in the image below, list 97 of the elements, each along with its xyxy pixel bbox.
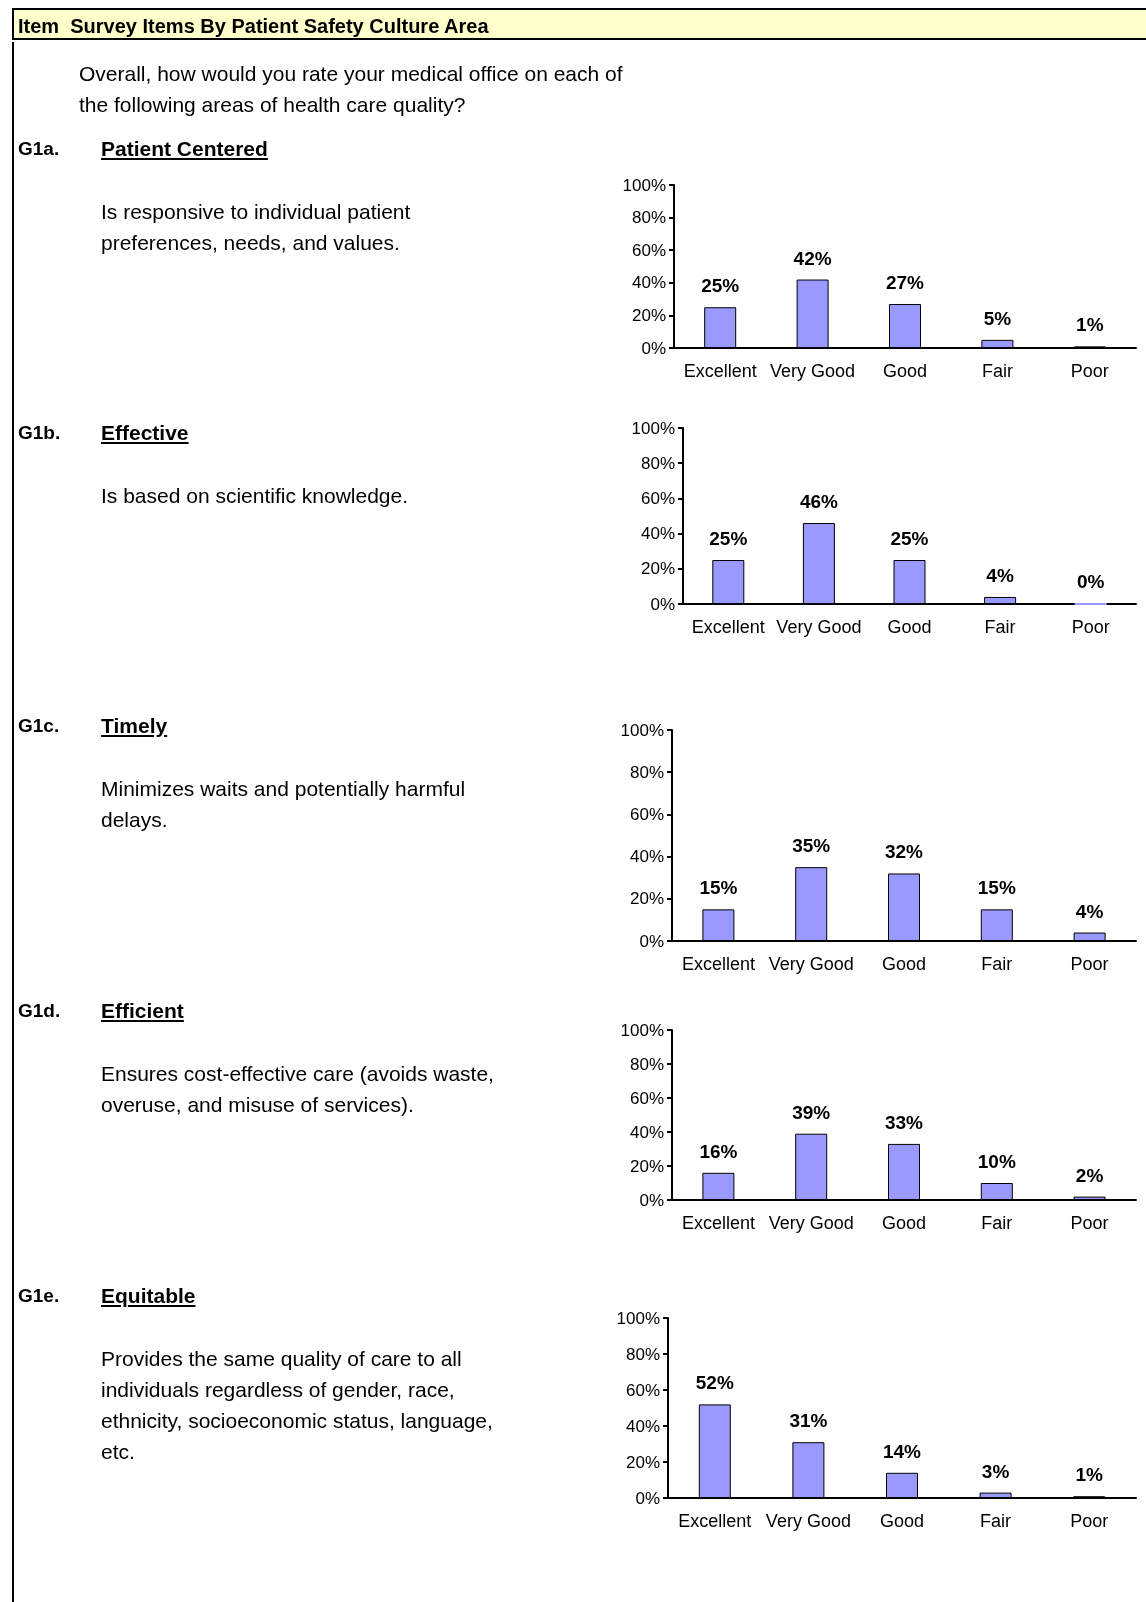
data-label: 16% — [699, 1140, 738, 1162]
text: Provides the same quality of care to all individuals regardless of gender, race, ethnicity, socioeconomic status, language, etc. — [101, 1346, 494, 1465]
data-label: 39% — [792, 1101, 831, 1123]
text: G1b. — [18, 422, 61, 444]
text: Patient Centered — [101, 137, 268, 161]
x-tick-label: Very Good — [768, 953, 854, 974]
y-tick-label: 0% — [639, 1190, 664, 1210]
data-label: 25% — [709, 528, 748, 549]
text: Item Survey Items By Patient Safety Culture Area — [12, 8, 1146, 40]
y-tick-label: 20% — [625, 1452, 660, 1472]
y-tick-label: 40% — [629, 1122, 664, 1142]
x-tick-label: Good — [882, 360, 928, 381]
y-tick-label: 80% — [631, 208, 666, 228]
data-label: 1% — [1075, 1464, 1104, 1486]
y-tick-label: 100% — [620, 720, 664, 740]
data-label: 27% — [885, 271, 925, 293]
data-label: 52% — [695, 1372, 734, 1394]
text: Timely — [101, 714, 168, 738]
data-label: 33% — [884, 1111, 924, 1133]
x-tick-label: Fair — [981, 953, 1013, 974]
y-tick-label: 100% — [616, 1308, 660, 1328]
x-tick-label: Poor — [1070, 1510, 1109, 1531]
data-label: 1% — [1076, 314, 1104, 336]
data-label: 32% — [884, 841, 924, 863]
data-label: 15% — [699, 877, 738, 899]
y-tick-label: 100% — [622, 175, 666, 195]
x-tick-label: Fair — [981, 360, 1013, 381]
text: G1d. — [18, 1000, 61, 1022]
x-tick-label: Good — [881, 953, 927, 974]
y-tick-label: 60% — [629, 1088, 664, 1108]
data-label: 42% — [793, 247, 832, 269]
y-tick-label: 80% — [640, 453, 675, 473]
text: Minimizes waits and potentially harmful delays. — [101, 776, 467, 833]
data-label: 4% — [1075, 900, 1104, 922]
y-tick-label: 0% — [635, 1488, 660, 1508]
data-label: 3% — [981, 1460, 1010, 1482]
y-tick-label: 20% — [629, 1156, 664, 1176]
x-tick-label: Poor — [1071, 616, 1110, 637]
data-label: 31% — [789, 1410, 828, 1432]
data-label: 15% — [977, 877, 1016, 899]
x-tick-label: Very Good — [765, 1510, 851, 1531]
y-tick-label: 20% — [631, 305, 666, 325]
text: Effective — [101, 421, 189, 445]
y-tick-label: 0% — [639, 931, 664, 951]
data-label: 5% — [983, 307, 1012, 329]
y-tick-label: 0% — [641, 338, 666, 358]
x-tick-label: Excellent — [681, 1212, 755, 1233]
y-tick-label: 60% — [629, 804, 664, 824]
data-label: 2% — [1075, 1164, 1104, 1186]
x-tick-label: Fair — [980, 1510, 1012, 1531]
x-tick-label: Excellent — [678, 1510, 752, 1531]
y-tick-label: 60% — [631, 240, 666, 260]
data-label: 10% — [977, 1151, 1016, 1172]
y-tick-label: 40% — [629, 847, 664, 867]
y-tick-label: 40% — [625, 1416, 660, 1436]
data-label: 46% — [799, 491, 839, 513]
y-tick-label: 80% — [625, 1344, 660, 1364]
y-tick-label: 20% — [640, 559, 675, 579]
x-tick-label: Very Good — [776, 616, 862, 637]
data-label: 25% — [890, 528, 929, 549]
y-tick-label: 100% — [620, 1020, 664, 1040]
x-tick-label: Poor — [1070, 953, 1109, 974]
text: G1e. — [18, 1285, 60, 1307]
x-tick-label: Fair — [981, 1212, 1013, 1233]
y-tick-label: 40% — [631, 273, 666, 293]
x-tick-label: Poor — [1070, 360, 1109, 381]
y-tick-label: 20% — [629, 889, 664, 909]
x-tick-label: Excellent — [691, 616, 765, 637]
x-tick-label: Good — [879, 1510, 925, 1531]
text: Overall, how would you rate your medical office on each of the following areas of health care quality? — [79, 61, 624, 118]
y-tick-label: 100% — [631, 418, 675, 438]
y-tick-label: 40% — [640, 524, 675, 544]
text: Ensures cost-effective care (avoids waste, overuse, and misuse of services). — [101, 1061, 495, 1118]
x-tick-label: Excellent — [681, 953, 755, 974]
y-tick-label: 80% — [629, 1054, 664, 1074]
text: Is based on scientific knowledge. — [101, 483, 409, 509]
data-label: 25% — [701, 275, 740, 297]
text: Is responsive to individual patient preferences, needs, and values. — [101, 199, 412, 256]
data-label: 4% — [986, 564, 1014, 586]
y-tick-label: 60% — [640, 488, 675, 508]
text: G1a. — [18, 138, 60, 160]
x-tick-label: Poor — [1070, 1212, 1109, 1233]
y-tick-label: 60% — [625, 1380, 660, 1400]
x-tick-label: Excellent — [683, 360, 757, 381]
text: G1c. — [18, 715, 60, 737]
x-tick-label: Very Good — [770, 360, 856, 381]
x-tick-label: Very Good — [768, 1212, 854, 1233]
text: Efficient — [101, 999, 184, 1023]
data-label: 14% — [882, 1440, 922, 1462]
data-label: 35% — [792, 835, 831, 857]
x-tick-label: Fair — [984, 616, 1016, 637]
text: Equitable — [101, 1284, 196, 1308]
y-tick-label: 80% — [629, 762, 664, 782]
data-label: 0% — [1076, 571, 1105, 592]
x-tick-label: Good — [887, 616, 932, 637]
y-tick-label: 0% — [650, 594, 675, 614]
x-tick-label: Good — [881, 1212, 927, 1233]
